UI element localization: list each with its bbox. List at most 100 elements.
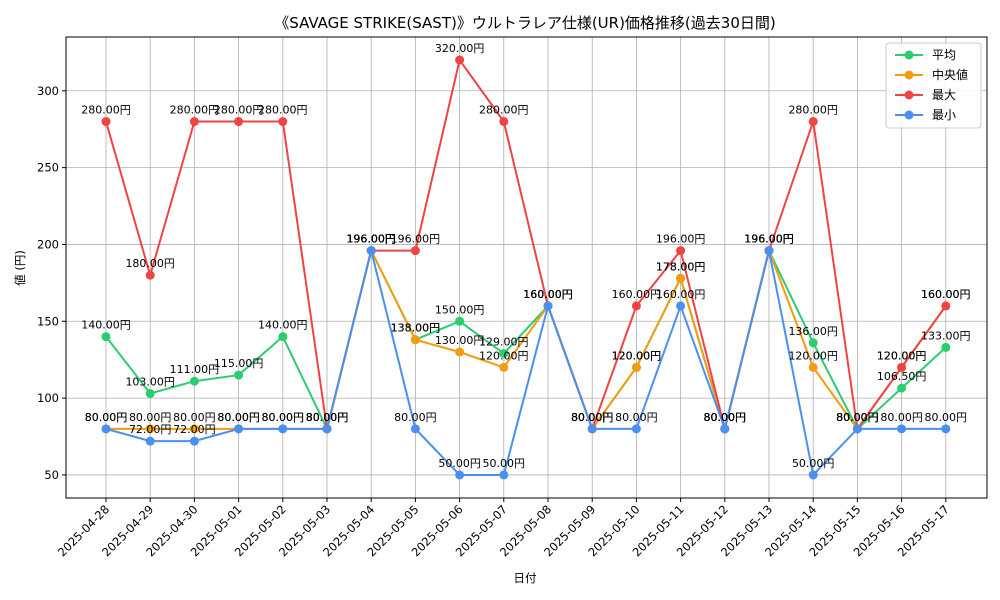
data-label: 196.00円	[391, 233, 441, 246]
data-label: 80.00円	[704, 411, 747, 424]
data-label: 80.00円	[306, 411, 349, 424]
data-point	[145, 436, 155, 446]
data-label: 140.00円	[81, 319, 131, 332]
data-label: 280.00円	[788, 104, 838, 117]
data-label: 140.00円	[258, 319, 308, 332]
data-label: 160.00円	[921, 288, 971, 301]
data-label: 280.00円	[479, 104, 529, 117]
data-label: 80.00円	[571, 411, 614, 424]
data-label: 80.00円	[880, 411, 923, 424]
data-point	[101, 117, 111, 127]
data-point	[189, 436, 199, 446]
data-label: 196.00円	[346, 233, 396, 246]
data-label: 80.00円	[836, 411, 879, 424]
data-point	[410, 246, 420, 256]
data-label: 120.00円	[479, 349, 529, 362]
data-point	[278, 117, 288, 127]
legend-swatch-marker	[904, 70, 914, 80]
data-label: 136.00円	[788, 325, 838, 338]
data-label: 80.00円	[704, 411, 747, 424]
data-label: 80.00円	[836, 411, 879, 424]
data-point	[676, 273, 686, 283]
data-point	[234, 424, 244, 434]
data-label: 196.00円	[346, 233, 396, 246]
data-point	[145, 270, 155, 280]
y-axis-label: 値 (円)	[13, 250, 27, 286]
data-point	[587, 424, 597, 434]
data-point	[808, 362, 818, 372]
data-label: 196.00円	[744, 233, 794, 246]
data-label: 138.00円	[391, 322, 441, 335]
data-point	[101, 424, 111, 434]
data-point	[941, 424, 951, 434]
data-label: 196.00円	[656, 233, 706, 246]
data-label: 106.50円	[877, 370, 927, 383]
data-point	[499, 117, 509, 127]
data-point	[852, 424, 862, 434]
y-tick-label: 150	[37, 314, 59, 328]
data-label: 120.00円	[877, 349, 927, 362]
series-line	[105, 247, 947, 433]
data-label: 120.00円	[612, 349, 662, 362]
data-label: 120.00円	[877, 349, 927, 362]
series-line	[105, 57, 947, 432]
data-label: 115.00円	[214, 357, 264, 370]
data-point	[897, 362, 907, 372]
data-point	[499, 349, 509, 359]
data-label: 160.00円	[523, 288, 573, 301]
data-label: 80.00円	[262, 411, 305, 424]
data-label: 80.00円	[217, 411, 260, 424]
y-axis: 50 100 150 200 250 300	[37, 84, 66, 482]
data-point	[101, 332, 111, 342]
data-label: 111.00円	[170, 363, 220, 376]
legend-label: 最小	[932, 108, 956, 122]
data-label: 80.00円	[925, 411, 968, 424]
data-label: 178.00円	[656, 260, 706, 273]
data-label: 80.00円	[615, 411, 658, 424]
data-label: 280.00円	[170, 104, 220, 117]
data-point	[676, 301, 686, 311]
data-point	[234, 370, 244, 380]
legend-label: 平均	[932, 48, 956, 62]
data-label: 178.00円	[656, 260, 706, 273]
data-point	[234, 117, 244, 127]
data-label: 280.00円	[258, 104, 308, 117]
data-point	[676, 246, 686, 256]
legend-label: 中央値	[932, 67, 968, 82]
data-label: 80.00円	[571, 411, 614, 424]
data-point	[410, 424, 420, 434]
data-label: 196.00円	[346, 233, 396, 246]
data-point	[808, 117, 818, 127]
data-label: 150.00円	[435, 303, 485, 316]
data-label: 50.00円	[792, 457, 835, 470]
data-label: 80.00円	[836, 411, 879, 424]
data-point	[631, 362, 641, 372]
legend-swatch-marker	[904, 50, 914, 60]
data-label: 129.00円	[479, 336, 529, 349]
data-point	[455, 347, 465, 357]
y-tick-label: 100	[37, 391, 59, 405]
data-point	[897, 424, 907, 434]
data-point	[499, 470, 509, 480]
data-label: 196.00円	[346, 233, 396, 246]
data-point	[764, 246, 774, 256]
data-point	[455, 316, 465, 326]
data-point	[941, 301, 951, 311]
data-label: 80.00円	[306, 411, 349, 424]
data-label: 133.00円	[921, 329, 971, 342]
x-axis: 2025-04-282025-04-292025-04-302025-05-01…	[55, 498, 952, 559]
data-label: 50.00円	[483, 457, 526, 470]
data-label: 80.00円	[85, 411, 128, 424]
legend-label: 最大	[932, 88, 956, 102]
x-axis-label: 日付	[514, 571, 537, 585]
data-point	[278, 332, 288, 342]
data-label: 160.00円	[523, 288, 573, 301]
legend-box	[885, 42, 982, 129]
data-point	[720, 424, 730, 434]
data-label: 80.00円	[704, 411, 747, 424]
data-point	[455, 55, 465, 65]
data-label: 80.00円	[262, 411, 305, 424]
data-label: 280.00円	[214, 104, 264, 117]
data-point	[322, 424, 332, 434]
